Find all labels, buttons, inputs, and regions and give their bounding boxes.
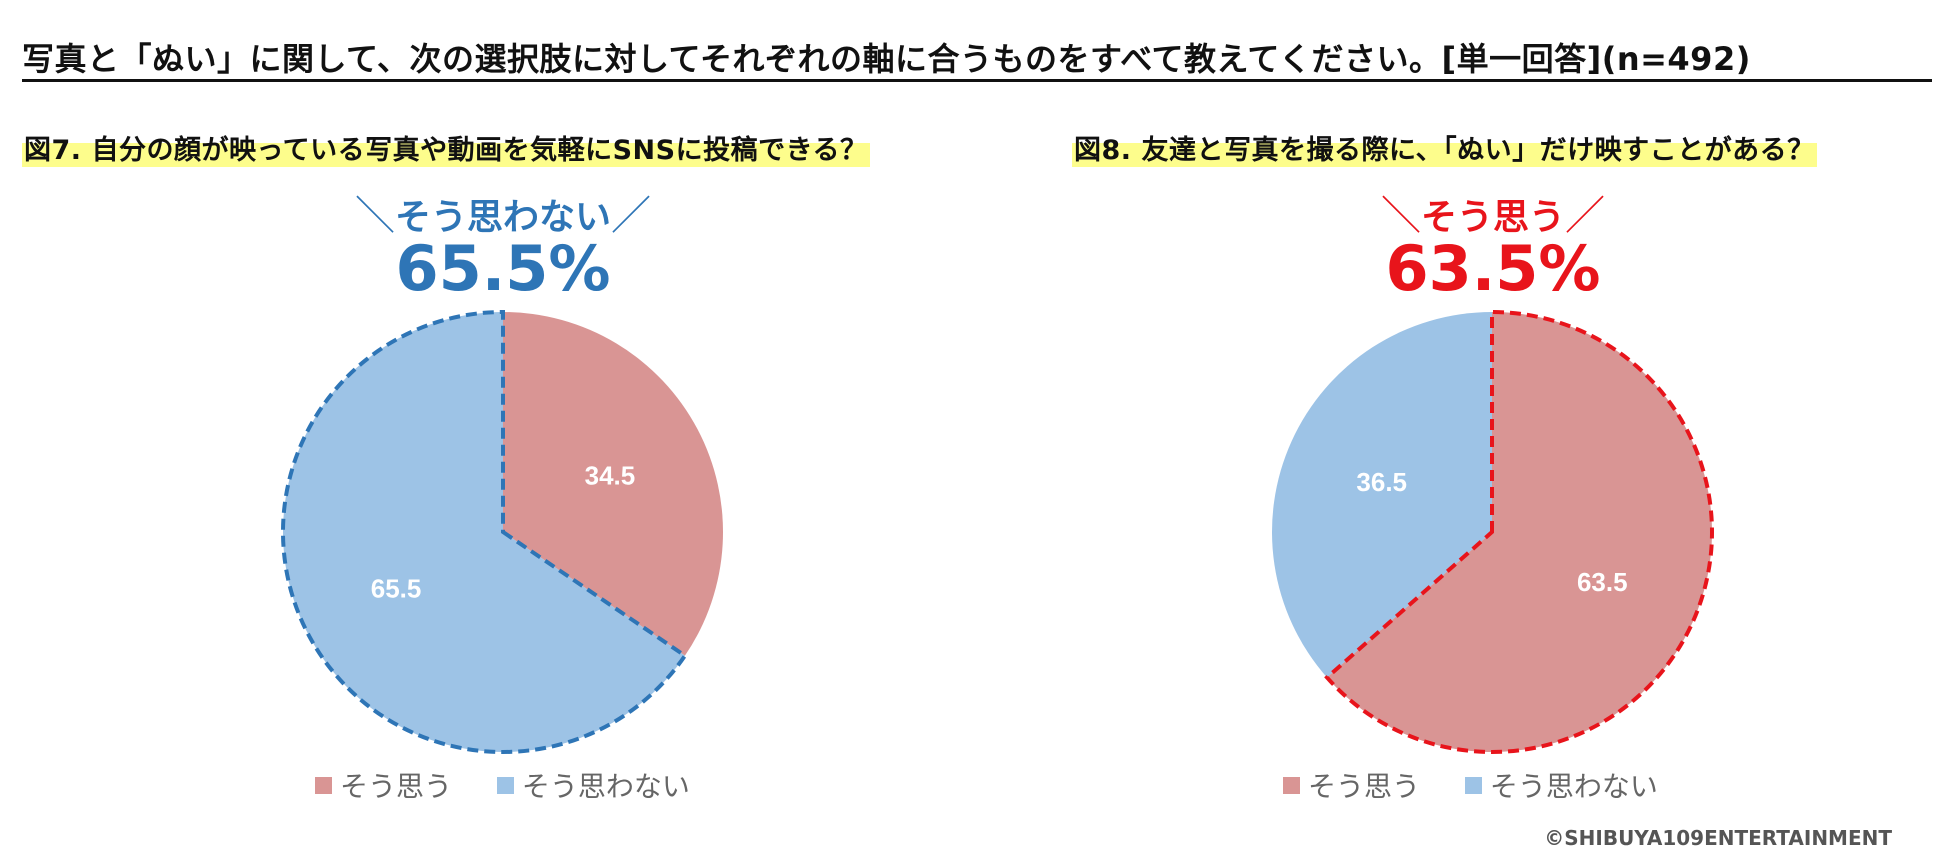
legend-swatch-disagree [1464, 776, 1482, 794]
legend-label: そう思わない [1489, 770, 1658, 803]
callout-right-slash: ／ [611, 193, 651, 239]
callout-label: そう思わない [394, 197, 611, 238]
legend-item-agree: そう思う [1283, 765, 1420, 805]
pie-8-slice-disagree [1272, 312, 1492, 678]
figure-8-callout: ＼そう思う／ 63.5% [1343, 196, 1643, 302]
legend-item-agree: そう思う [315, 765, 452, 805]
callout-left-slash: ＼ [354, 193, 395, 239]
figure-7-callout: ＼そう思わない／ 65.5% [353, 196, 653, 302]
title-underline [22, 79, 1932, 82]
legend-swatch-agree [315, 776, 332, 794]
figure-8-title: 図8. 友達と写真を撮る際に、「ぬい」だけ映すことがある？ [1072, 128, 1817, 167]
pie-7-value-label: 65.5 [371, 574, 422, 604]
legend-label: そう思わない [521, 770, 690, 803]
pie-8-slice-agree [1324, 309, 1714, 754]
legend-swatch-agree [1283, 776, 1300, 794]
figure-7-legend: そう思う そう思わない [315, 765, 726, 805]
pie-8-value-label: 36.5 [1356, 467, 1407, 497]
pie-7-slice-agree [503, 312, 723, 656]
figure-7-title: 図7. 自分の顔が映っている写真や動画を気軽にSNSに投稿できる？ [22, 128, 870, 167]
legend-item-disagree: そう思わない [496, 765, 690, 805]
page-title: 写真と「ぬい」に関して、次の選択肢に対してそれぞれの軸に合うものをすべて教えてく… [22, 40, 1751, 78]
legend-swatch-disagree [496, 776, 514, 794]
figure-8-legend: そう思う そう思わない [1283, 765, 1694, 805]
callout-right-slash: ／ [1565, 193, 1605, 239]
callout-label: そう思う [1420, 197, 1565, 238]
pie-7-value-label: 34.5 [585, 460, 636, 490]
copyright-credit: ©SHIBUYA109ENTERTAINMENT [1544, 826, 1892, 850]
legend-label: そう思う [1308, 770, 1421, 803]
legend-label: そう思う [340, 770, 453, 803]
pie-7-slice-disagree [281, 309, 688, 754]
callout-left-slash: ＼ [1380, 193, 1421, 239]
callout-percentage: 65.5% [395, 232, 611, 305]
legend-item-disagree: そう思わない [1464, 765, 1658, 805]
pie-8-value-label: 63.5 [1577, 567, 1628, 597]
callout-percentage: 63.5% [1385, 232, 1601, 305]
